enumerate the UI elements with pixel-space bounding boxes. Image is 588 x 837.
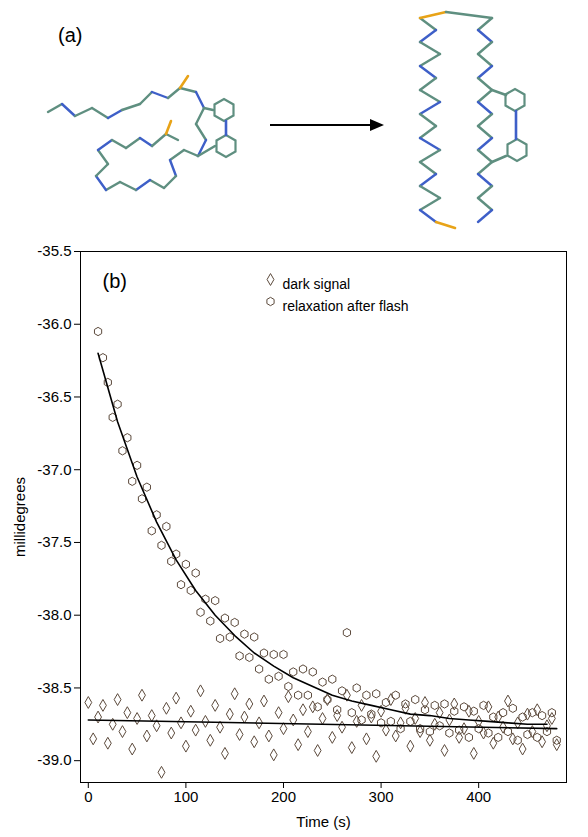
svg-text:-36.0: -36.0	[37, 315, 71, 332]
svg-text:-35.5: -35.5	[37, 242, 71, 259]
svg-text:-39.0: -39.0	[37, 751, 71, 768]
svg-text:400: 400	[466, 788, 491, 805]
svg-text:Time (s): Time (s)	[296, 813, 350, 830]
svg-text:millidegrees: millidegrees	[11, 477, 28, 557]
svg-text:relaxation after flash: relaxation after flash	[283, 298, 409, 314]
svg-text:-38.0: -38.0	[37, 606, 71, 623]
svg-text:300: 300	[369, 788, 394, 805]
svg-text:-37.0: -37.0	[37, 461, 71, 478]
svg-text:-36.5: -36.5	[37, 388, 71, 405]
svg-text:-37.5: -37.5	[37, 533, 71, 550]
svg-text:0: 0	[84, 788, 92, 805]
svg-text:(a): (a)	[58, 24, 82, 46]
svg-text:100: 100	[173, 788, 198, 805]
svg-text:(b): (b)	[103, 270, 127, 292]
svg-text:200: 200	[271, 788, 296, 805]
svg-text:-38.5: -38.5	[37, 679, 71, 696]
svg-text:dark signal: dark signal	[283, 276, 351, 292]
